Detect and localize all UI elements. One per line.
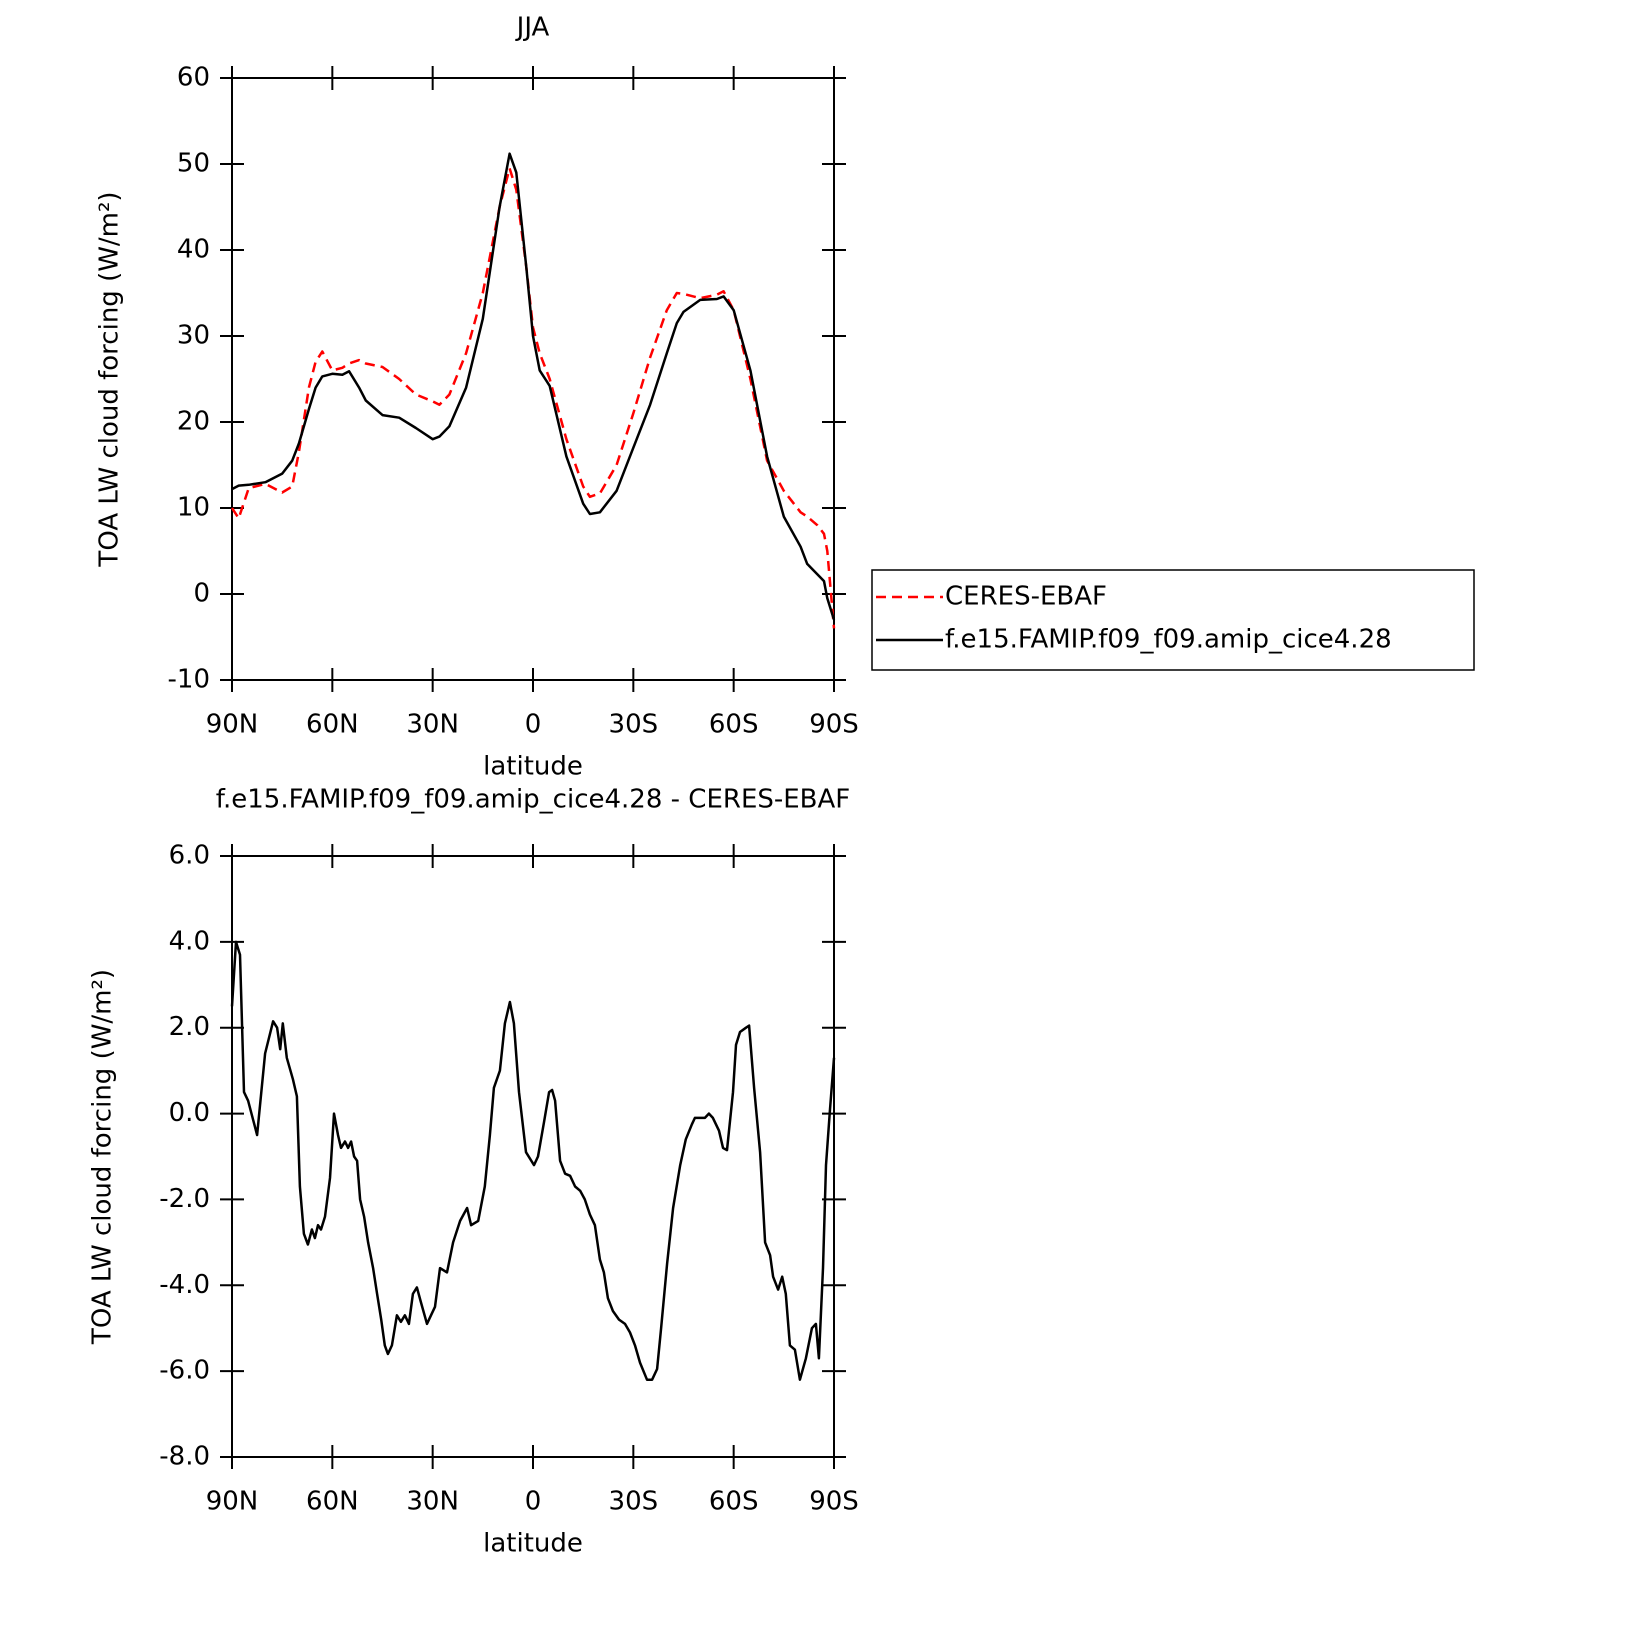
plot-frame (231, 855, 835, 1458)
y-tick-label: 2.0 (169, 1012, 210, 1042)
legend-box (871, 569, 1475, 671)
data-line (230, 940, 836, 1381)
y-tick-label: 0 (193, 579, 210, 609)
y-tick-label: 40 (177, 235, 210, 265)
y-tick-label: 4.0 (169, 926, 210, 956)
x-axis-label: latitude (483, 752, 583, 782)
legend-label: CERES-EBAF (945, 582, 1107, 612)
x-tick-label: 30S (609, 710, 659, 740)
x-tick-label: 60N (306, 710, 359, 740)
legend-label: f.e15.FAMIP.f09_f09.amip_cice4.28 (945, 625, 1392, 655)
y-tick-label: 10 (177, 493, 210, 523)
x-tick-label: 90S (809, 710, 859, 740)
y-tick-label: -10 (168, 665, 210, 695)
x-tick-label: 60N (306, 1487, 359, 1517)
y-axis-label: TOA LW cloud forcing (W/m²) (95, 191, 125, 567)
x-tick-label: 90N (206, 1487, 259, 1517)
x-axis-label: latitude (483, 1529, 583, 1559)
x-tick-label: 90N (206, 710, 259, 740)
y-tick-label: 30 (177, 321, 210, 351)
x-tick-label: 30N (406, 1487, 459, 1517)
x-tick-label: 90S (809, 1487, 859, 1517)
y-tick-label: -6.0 (159, 1356, 210, 1386)
x-tick-label: 60S (709, 710, 759, 740)
x-tick-label: 0 (525, 710, 542, 740)
y-tick-label: 50 (177, 149, 210, 179)
y-axis-label: TOA LW cloud forcing (W/m²) (88, 969, 118, 1345)
plot-frame (231, 77, 835, 681)
y-tick-label: 20 (177, 407, 210, 437)
y-tick-label: -4.0 (159, 1270, 210, 1300)
x-tick-label: 0 (525, 1487, 542, 1517)
data-line (230, 167, 836, 629)
y-tick-label: -2.0 (159, 1184, 210, 1214)
y-tick-label: -8.0 (159, 1442, 210, 1472)
x-tick-label: 30S (609, 1487, 659, 1517)
x-tick-label: 60S (709, 1487, 759, 1517)
chart-title: JJA (515, 13, 550, 43)
y-tick-label: 0.0 (169, 1098, 210, 1128)
y-tick-label: 60 (177, 63, 210, 93)
chart-title: f.e15.FAMIP.f09_f09.amip_cice4.28 - CERE… (216, 785, 851, 815)
data-line (231, 152, 836, 621)
y-tick-label: 6.0 (169, 841, 210, 871)
x-tick-label: 30N (406, 710, 459, 740)
